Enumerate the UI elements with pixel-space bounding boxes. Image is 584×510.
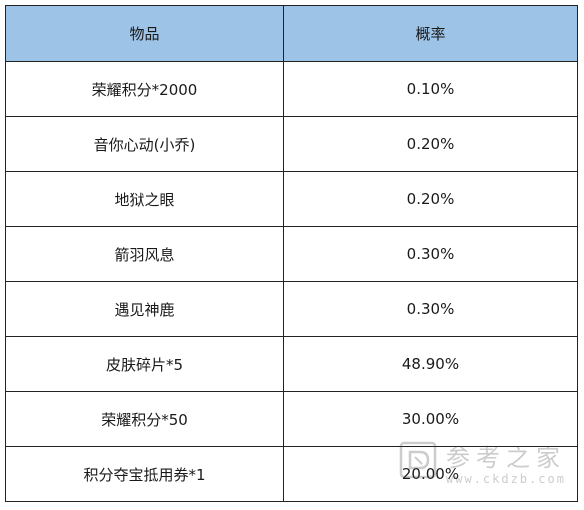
header-row: 物品 概率	[5, 5, 578, 62]
probability-table: 物品 概率 荣耀积分*2000 0.10% 音你心动(小乔) 0.20% 地狱之…	[5, 5, 578, 502]
probability-cell: 0.20%	[283, 171, 578, 227]
table-row: 荣耀积分*50 30.00%	[5, 391, 578, 447]
table-row: 地狱之眼 0.20%	[5, 171, 578, 227]
table-header: 物品 概率	[5, 5, 578, 62]
table-row: 遇见神鹿 0.30%	[5, 281, 578, 337]
item-cell: 遇见神鹿	[5, 281, 284, 337]
probability-table-container: 物品 概率 荣耀积分*2000 0.10% 音你心动(小乔) 0.20% 地狱之…	[5, 5, 578, 502]
item-cell: 地狱之眼	[5, 171, 284, 227]
item-cell: 皮肤碎片*5	[5, 336, 284, 392]
table-row: 音你心动(小乔) 0.20%	[5, 116, 578, 172]
item-cell: 积分夺宝抵用券*1	[5, 446, 284, 502]
column-header-item: 物品	[5, 5, 284, 62]
item-cell: 音你心动(小乔)	[5, 116, 284, 172]
item-cell: 荣耀积分*2000	[5, 61, 284, 117]
column-header-probability: 概率	[283, 5, 578, 62]
table-row: 积分夺宝抵用券*1 20.00%	[5, 446, 578, 502]
table-row: 箭羽风息 0.30%	[5, 226, 578, 282]
probability-cell: 0.30%	[283, 226, 578, 282]
table-row: 荣耀积分*2000 0.10%	[5, 61, 578, 117]
item-cell: 荣耀积分*50	[5, 391, 284, 447]
table-row: 皮肤碎片*5 48.90%	[5, 336, 578, 392]
probability-cell: 0.30%	[283, 281, 578, 337]
probability-cell: 0.20%	[283, 116, 578, 172]
probability-cell: 48.90%	[283, 336, 578, 392]
item-cell: 箭羽风息	[5, 226, 284, 282]
probability-cell: 0.10%	[283, 61, 578, 117]
table-body: 荣耀积分*2000 0.10% 音你心动(小乔) 0.20% 地狱之眼 0.20…	[5, 61, 578, 502]
probability-cell: 20.00%	[283, 446, 578, 502]
probability-cell: 30.00%	[283, 391, 578, 447]
